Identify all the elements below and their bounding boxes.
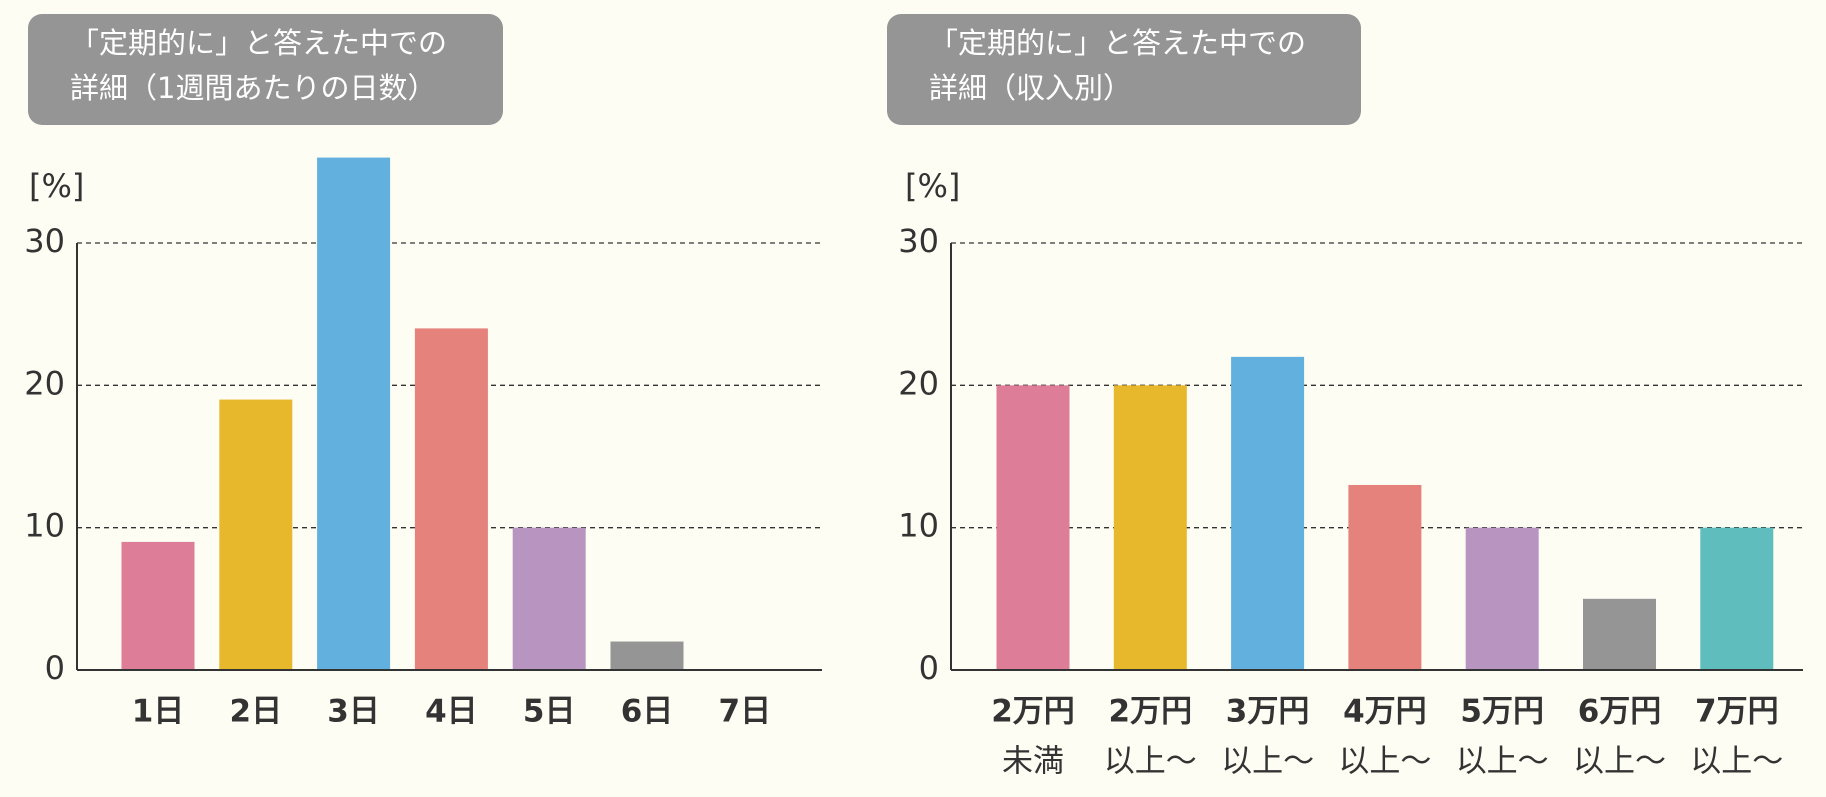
- x-tick-label: 6万円: [1578, 694, 1662, 730]
- bar: [1231, 356, 1305, 670]
- bar: [219, 399, 293, 670]
- bar: [996, 385, 1070, 670]
- x-tick-label: 以上～: [1338, 744, 1431, 780]
- bar: [121, 541, 195, 670]
- bar: [1700, 527, 1774, 670]
- x-tick-label: 以上～: [1104, 744, 1197, 780]
- x-tick-label: 4万円: [1343, 694, 1427, 730]
- bar: [1583, 598, 1656, 670]
- x-tick-label: 2万円: [1109, 694, 1193, 730]
- bar: [1348, 484, 1422, 670]
- bar: [1465, 527, 1539, 670]
- bar: [610, 641, 684, 670]
- y-tick-label: 0: [45, 649, 65, 687]
- x-tick-label: 4日: [425, 694, 478, 730]
- x-tick-label: 以上～: [1456, 744, 1549, 780]
- chart-title: 「定期的に」と答えた中での: [929, 26, 1306, 60]
- x-tick-label: 以上～: [1573, 744, 1666, 780]
- y-tick-label: 30: [24, 222, 65, 260]
- y-tick-label: 20: [24, 364, 65, 402]
- bar: [512, 527, 586, 670]
- chart-title: 詳細（収入別）: [929, 71, 1132, 105]
- y-axis-label: [%]: [29, 167, 84, 205]
- y-tick-label: 30: [898, 222, 939, 260]
- x-tick-label: 7日: [719, 694, 772, 730]
- y-tick-label: 0: [919, 649, 939, 687]
- x-tick-label: 5日: [523, 694, 576, 730]
- y-axis-label: [%]: [905, 167, 960, 205]
- x-tick-label: 5万円: [1460, 694, 1544, 730]
- x-tick-label: 3日: [327, 694, 380, 730]
- bar: [317, 157, 391, 671]
- x-tick-label: 7万円: [1695, 694, 1779, 730]
- y-tick-label: 20: [898, 364, 939, 402]
- chart-title: 詳細（1週間あたりの日数）: [70, 71, 436, 105]
- y-tick-label: 10: [898, 507, 939, 545]
- title-box: [887, 14, 1361, 125]
- x-tick-label: 以上～: [1221, 744, 1314, 780]
- bar: [1113, 385, 1187, 670]
- title-box: [28, 14, 503, 125]
- bar: [414, 328, 488, 670]
- chart-title: 「定期的に」と答えた中での: [70, 26, 447, 60]
- y-tick-label: 10: [24, 507, 65, 545]
- x-tick-label: 1日: [132, 694, 185, 730]
- x-tick-label: 3万円: [1226, 694, 1310, 730]
- x-tick-label: 以上～: [1690, 744, 1783, 780]
- x-tick-label: 2万円: [991, 694, 1075, 730]
- x-tick-label: 未満: [1002, 744, 1064, 780]
- x-tick-label: 6日: [621, 694, 674, 730]
- x-tick-label: 2日: [230, 694, 283, 730]
